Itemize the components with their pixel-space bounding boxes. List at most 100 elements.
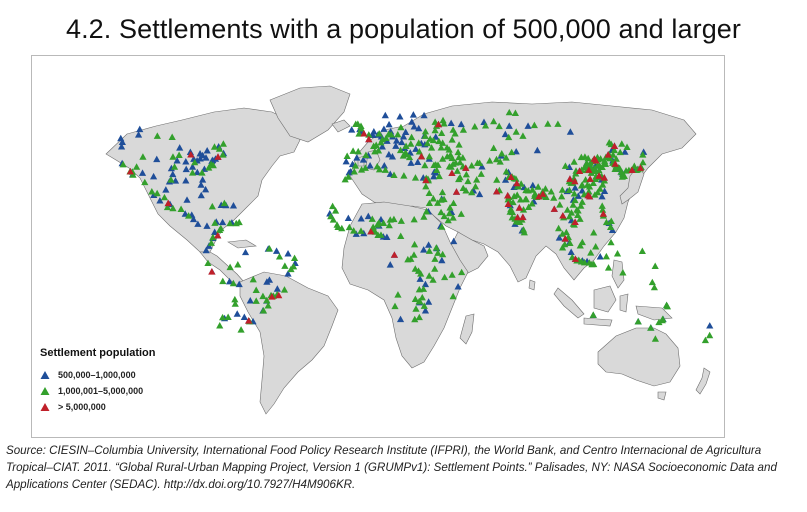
settlement-marker-over-5m [513, 213, 522, 221]
settlement-marker-1m-5m [701, 336, 710, 344]
settlement-marker-1m-5m [449, 292, 457, 300]
settlement-marker-500k-1m [596, 253, 604, 260]
settlement-marker-1m-5m [550, 194, 558, 201]
settlement-marker-1m-5m [333, 221, 341, 228]
settlement-marker-1m-5m [651, 335, 659, 342]
settlement-marker-1m-5m [414, 267, 423, 274]
settlement-marker-1m-5m [411, 295, 419, 303]
settlement-marker-1m-5m [231, 295, 239, 303]
settlement-marker-over-5m [628, 166, 636, 174]
settlement-marker-500k-1m [555, 234, 563, 241]
settlement-marker-1m-5m [425, 247, 434, 254]
settlement-marker-1m-5m [218, 313, 227, 321]
settlement-marker-1m-5m [410, 240, 419, 248]
settlement-marker-500k-1m [225, 277, 234, 285]
settlement-marker-500k-1m [600, 187, 609, 194]
settlement-marker-1m-5m [415, 139, 423, 146]
settlement-marker-500k-1m [501, 130, 509, 138]
settlement-marker-1m-5m [374, 146, 383, 154]
settlement-marker-1m-5m [519, 206, 528, 213]
settlement-marker-1m-5m [612, 155, 620, 162]
settlement-marker-1m-5m [556, 201, 564, 208]
settlement-marker-1m-5m [390, 171, 398, 179]
settlement-marker-1m-5m [455, 175, 463, 183]
legend-label: > 5,000,000 [58, 402, 106, 412]
settlement-marker-1m-5m [454, 148, 462, 156]
settlement-marker-1m-5m [407, 140, 415, 147]
settlement-marker-1m-5m [252, 297, 260, 304]
settlement-marker-1m-5m [400, 172, 408, 179]
settlement-marker-over-5m [434, 120, 443, 128]
settlement-marker-over-5m [187, 150, 195, 158]
settlement-marker-1m-5m [215, 145, 224, 152]
map-title: 4.2. Settlements with a population of 50… [65, 14, 742, 44]
settlement-marker-1m-5m [591, 165, 599, 172]
settlement-marker-1m-5m [249, 275, 257, 283]
settlement-marker-over-5m [566, 175, 574, 182]
settlement-marker-1m-5m [219, 151, 227, 158]
settlement-marker-1m-5m [444, 216, 452, 224]
settlement-marker-1m-5m [591, 175, 600, 183]
settlement-marker-1m-5m [410, 251, 418, 258]
settlement-marker-1m-5m [445, 209, 453, 217]
settlement-marker-over-5m [571, 255, 580, 262]
settlement-marker-500k-1m [505, 122, 513, 129]
settlement-marker-1m-5m [416, 297, 424, 305]
settlement-marker-1m-5m [448, 154, 456, 162]
settlement-marker-500k-1m [273, 285, 281, 292]
settlement-marker-1m-5m [468, 188, 476, 196]
settlement-marker-1m-5m [577, 202, 585, 209]
settlement-marker-1m-5m [219, 140, 227, 147]
settlement-marker-1m-5m [226, 263, 234, 271]
settlement-marker-1m-5m [387, 130, 395, 138]
settlement-marker-1m-5m [634, 317, 642, 325]
settlement-marker-500k-1m [229, 201, 238, 209]
settlement-marker-1m-5m [476, 159, 484, 166]
settlement-marker-1m-5m [343, 152, 351, 159]
settlement-marker-500k-1m [476, 190, 484, 198]
settlement-marker-1m-5m [354, 147, 362, 155]
settlement-marker-1m-5m [431, 126, 439, 134]
settlement-marker-1m-5m [512, 175, 520, 182]
settlement-marker-over-5m [600, 174, 608, 181]
settlement-marker-500k-1m [188, 163, 197, 170]
settlement-marker-1m-5m [405, 153, 414, 161]
settlement-marker-1m-5m [433, 166, 441, 174]
settlement-marker-over-5m [561, 235, 569, 242]
settlement-marker-500k-1m [182, 176, 190, 184]
settlement-marker-500k-1m [348, 126, 356, 133]
settlement-marker-1m-5m [237, 326, 245, 333]
land-sri-lanka [528, 279, 536, 291]
land-greenland [269, 85, 351, 143]
settlement-marker-500k-1m [203, 146, 211, 154]
settlement-marker-1m-5m [445, 146, 453, 153]
settlement-marker-500k-1m [162, 186, 170, 193]
settlement-marker-1m-5m [589, 179, 597, 187]
settlement-marker-1m-5m [490, 117, 498, 125]
settlement-marker-500k-1m [412, 145, 420, 152]
settlement-marker-500k-1m [138, 169, 147, 176]
settlement-marker-500k-1m [385, 120, 393, 128]
settlement-marker-1m-5m [496, 158, 504, 165]
settlement-marker-500k-1m [202, 246, 210, 254]
settlement-marker-1m-5m [511, 109, 520, 116]
settlement-marker-1m-5m [226, 219, 234, 227]
settlement-marker-500k-1m [211, 228, 219, 235]
settlement-marker-1m-5m [425, 189, 433, 197]
settlement-marker-500k-1m [621, 148, 629, 155]
legend-label: 1,000,001–5,000,000 [58, 386, 144, 396]
settlement-marker-1m-5m [420, 213, 428, 220]
settlement-marker-1m-5m [220, 199, 228, 207]
land-australia [597, 327, 681, 387]
settlement-marker-500k-1m [352, 230, 360, 237]
settlement-marker-1m-5m [357, 227, 365, 234]
settlement-marker-1m-5m [601, 160, 610, 167]
settlement-marker-over-5m [504, 200, 512, 208]
settlement-marker-500k-1m [235, 280, 243, 288]
settlement-marker-1m-5m [207, 239, 215, 246]
settlement-marker-500k-1m [201, 185, 210, 193]
settlement-marker-1m-5m [519, 132, 527, 139]
settlement-marker-500k-1m [399, 133, 408, 140]
settlement-marker-1m-5m [439, 250, 447, 258]
settlement-marker-500k-1m [218, 218, 227, 226]
